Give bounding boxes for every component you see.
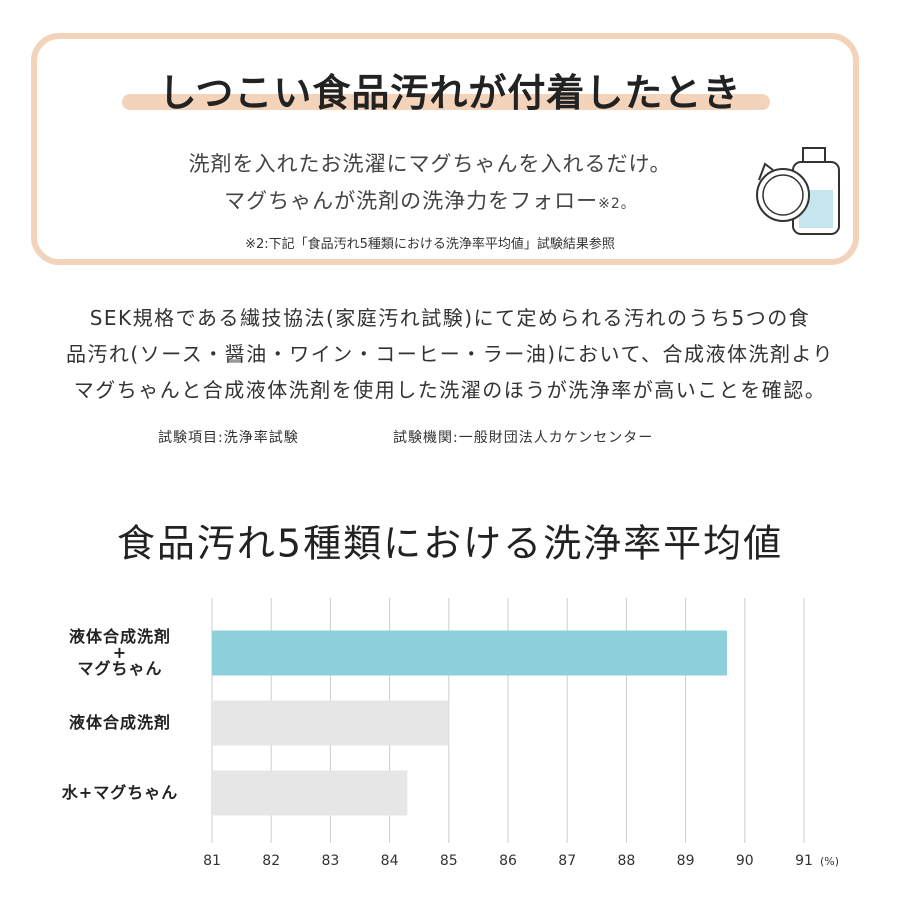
x-tick-label: 89 <box>677 853 695 869</box>
icon <box>756 147 840 235</box>
x-tick-label: 82 <box>262 853 280 869</box>
footnote: ※2:下記「食品汚れ5種類における洗浄率平均値」試験結果参照 <box>245 237 615 252</box>
body-line: 品汚れ(ソース・醤油・ワイン・コーヒー・ラー油)において、合成液体洗剤より <box>65 342 835 366</box>
chart-title: 食品汚れ5種類における洗浄率平均値 <box>117 522 783 566</box>
lead-note: ※2。 <box>598 196 636 212</box>
x-axis-unit: (%) <box>820 855 839 868</box>
x-tick-label: 90 <box>736 853 754 869</box>
x-tick-label: 86 <box>499 853 517 869</box>
title-highlight <box>122 94 770 110</box>
bar <box>212 770 408 816</box>
x-tick-label: 88 <box>617 853 635 869</box>
x-tick-label: 81 <box>203 853 221 869</box>
info-box <box>31 33 859 265</box>
category-label: 液体合成洗剤 + マグちゃん <box>68 627 171 678</box>
x-tick-label: 83 <box>321 853 339 869</box>
category-label: 水+マグちゃん <box>61 783 179 802</box>
box-title: しつこい食品汚れが付着したとき <box>158 71 742 115</box>
chart: 食品汚れ5種類における洗浄率平均値 81 82 83 84 85 86 87 88 89 90 91… <box>117 522 839 870</box>
lead-text: マグちゃんが洗剤の洗浄力をフォロー <box>224 189 599 213</box>
bar <box>212 630 728 676</box>
x-tick-label: 85 <box>440 853 458 869</box>
bar <box>212 700 449 746</box>
test-item: 試験項目:洗浄率試験 <box>158 430 299 446</box>
category-label: 液体合成洗剤 <box>68 713 171 732</box>
body-line: マグちゃんと合成液体洗剤を使用した洗濯のほうが洗浄率が高いことを確認。 <box>73 378 827 402</box>
x-tick-label: 87 <box>558 853 576 869</box>
x-tick-label: 84 <box>381 853 399 869</box>
lead-line: マグちゃんが洗剤の洗浄力をフォロー※2。 <box>120 185 740 215</box>
body-line: SEK規格である繊技協法(家庭汚れ試験)にて定められる汚れのうち5つの食 <box>89 306 811 330</box>
test-org: 試験機関:一般財団法人カケンセンター <box>393 430 654 446</box>
lead-line: 洗剤を入れたお洗濯にマグちゃんを入れるだけ。 <box>188 152 672 176</box>
x-tick-label: 91 <box>795 853 813 869</box>
